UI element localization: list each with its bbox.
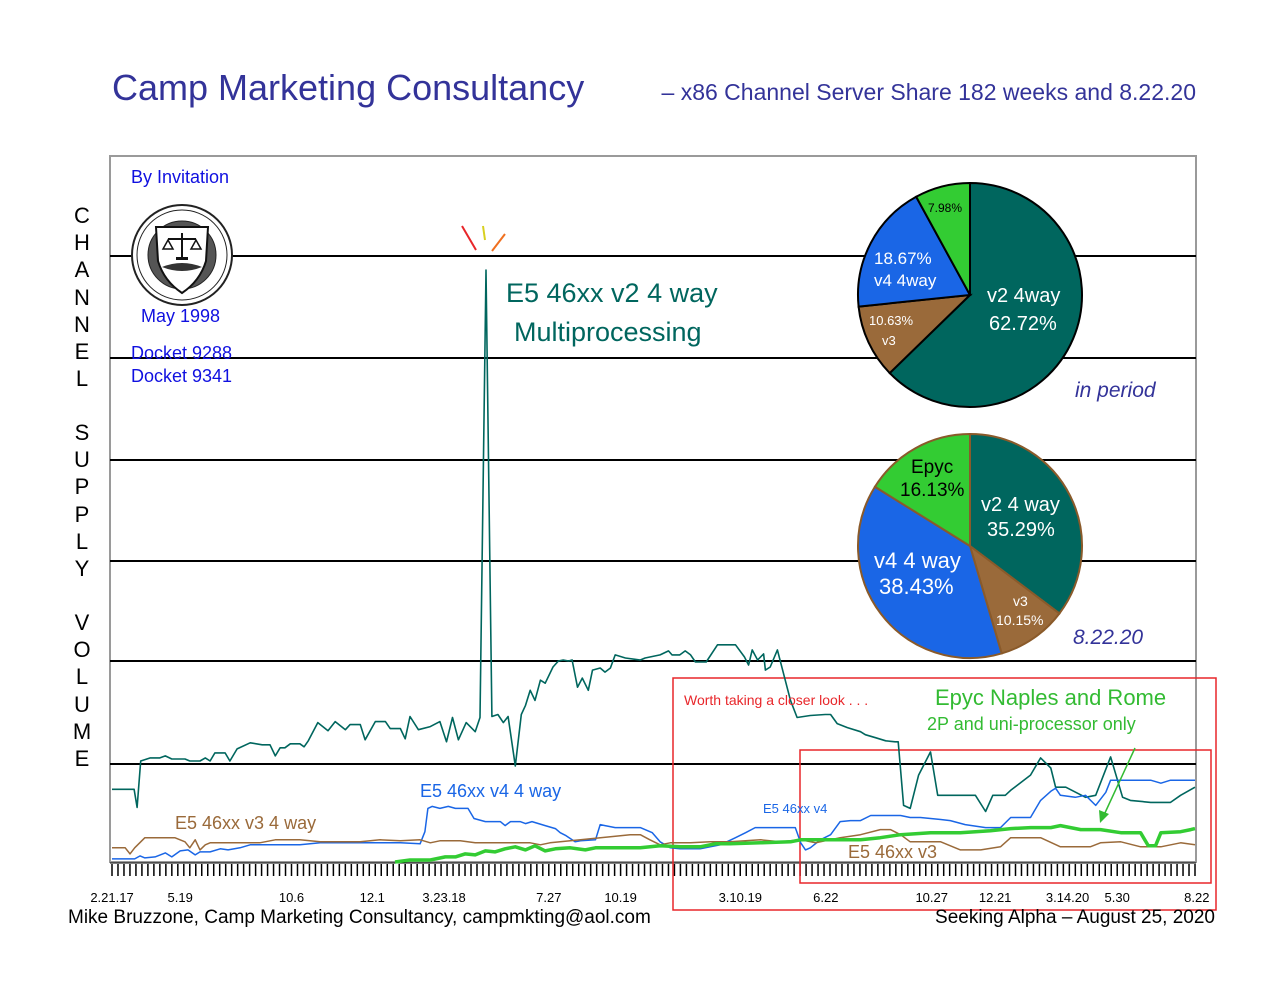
v3-series-label: E5 46xx v3 4 way	[175, 813, 316, 833]
series-line-epyc	[394, 823, 1196, 864]
y-axis-label-volume: VOLUME	[72, 610, 92, 772]
x-tick-label: 10.27	[915, 890, 948, 905]
x-tick-label: 8.22	[1184, 890, 1209, 905]
closer-look-note: Worth taking a closer look . . .	[684, 692, 868, 708]
v4-series-label: E5 46xx v4 4 way	[420, 781, 561, 801]
recent-period-box	[799, 749, 1212, 884]
pie-slice-v4-4way	[857, 195, 972, 308]
x-tick-label: 3.14.20	[1046, 890, 1089, 905]
pie2-v3-label: v3	[1013, 593, 1028, 609]
v3-series-small-label: E5 46xx v3	[848, 842, 937, 862]
pie-8-22-20	[857, 432, 1083, 659]
plot-frame	[109, 155, 1197, 863]
x-tick-label: 5.19	[168, 890, 193, 905]
chart-subtitle: – x86 Channel Server Share 182 weeks and…	[662, 79, 1196, 105]
pie-slice-epyc	[914, 181, 971, 296]
x-axis-ticks	[110, 862, 1196, 876]
pie2-epyc-percent: 16.13%	[900, 480, 965, 501]
pie2-v2-label: v2 4 way	[981, 494, 1060, 516]
x-tick-label: 12.1	[360, 890, 385, 905]
pie-in-period	[857, 181, 1083, 408]
pie1-labels: 7.98% 18.67% v4 4way v2 4way 62.72% 10.6…	[869, 201, 1060, 348]
pie1-v2-label: v2 4way	[987, 285, 1060, 307]
pie2-v2-percent: 35.29%	[987, 519, 1055, 541]
pie2-v3-percent: 10.15%	[996, 612, 1043, 628]
epyc-series-sublabel: 2P and uni-processor only	[927, 714, 1136, 734]
pie-slice-v2-4-way	[969, 432, 1083, 615]
x-tick-label: 10.19	[604, 890, 637, 905]
x-tick-label: 3.10.19	[719, 890, 762, 905]
pie2-caption: 8.22.20	[1073, 626, 1143, 649]
x-tick-label: 3.23.18	[422, 890, 465, 905]
x-tick-label: 5.30	[1105, 890, 1130, 905]
series-line-v3	[112, 828, 1196, 855]
pie1-v4-percent: 18.67%	[874, 249, 932, 268]
x-tick-label: 12.21	[979, 890, 1012, 905]
x-tick-label: 6.22	[813, 890, 838, 905]
ftc-seal-logo	[131, 204, 233, 306]
by-invitation-note: By Invitation	[131, 167, 229, 187]
pie-slice-v3	[857, 293, 973, 375]
y-axis-label-supply: SUPPLY	[74, 420, 90, 582]
x-tick-label: 7.27	[536, 890, 561, 905]
series-line-v2	[112, 269, 1196, 813]
pie1-epyc-percent: 7.98%	[928, 201, 962, 215]
pie2-v4-percent: 38.43%	[879, 574, 954, 599]
epyc-arrow-icon	[1099, 747, 1136, 823]
x-axis-tick-labels: 2.21.17 5.19 10.6 12.1 3.23.18 7.27 10.19 3.10.…	[90, 890, 1209, 905]
pie1-caption: in period	[1075, 379, 1157, 402]
pie2-epyc-label: Epyc	[911, 457, 953, 478]
docket-9288-note: Docket 9288	[131, 343, 232, 363]
x-tick-label: 10.6	[279, 890, 304, 905]
v4-series-small-label: E5 46xx v4	[763, 801, 827, 816]
v2-series-sublabel: Multiprocessing	[514, 317, 702, 347]
chart-title: Camp Marketing Consultancy	[112, 67, 584, 108]
spike-emphasis-marks	[461, 225, 506, 252]
pie1-v3-percent: 10.63%	[869, 313, 914, 328]
pie1-v4-label: v4 4way	[874, 271, 937, 290]
v2-series-label: E5 46xx v2 4 way	[506, 278, 718, 308]
footer-source: Seeking Alpha – August 25, 2020	[935, 907, 1215, 928]
pie2-v4-label: v4 4 way	[874, 548, 961, 573]
line-series	[112, 269, 1196, 864]
closer-look-box	[672, 677, 1217, 911]
x-tick-label: 2.21.17	[90, 890, 133, 905]
epyc-series-label: Epyc Naples and Rome	[935, 685, 1166, 710]
pie1-v3-label: v3	[882, 333, 896, 348]
pie-slice-v3	[968, 543, 1061, 655]
ftc-date-note: May 1998	[141, 306, 220, 326]
pie1-v2-percent: 62.72%	[989, 313, 1057, 335]
docket-9341-note: Docket 9341	[131, 366, 232, 386]
footer-author: Mike Bruzzone, Camp Marketing Consultanc…	[68, 907, 651, 928]
pie-slice-v2-4way	[888, 181, 1083, 408]
pie2-labels: Epyc 16.13% v2 4 way 35.29% v4 4 way 38.…	[874, 457, 1060, 628]
y-axis-label-channel: CHANNEL	[74, 203, 90, 392]
series-line-v4	[112, 779, 1195, 860]
pie-slice-epyc	[873, 432, 971, 548]
pie-slice-v4-4-way	[857, 485, 1003, 659]
